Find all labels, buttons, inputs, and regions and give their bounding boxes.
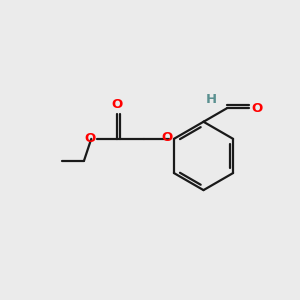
Text: H: H [206,93,217,106]
Text: O: O [112,98,123,111]
Text: O: O [84,132,95,146]
Text: O: O [251,102,262,115]
Text: O: O [161,131,172,144]
